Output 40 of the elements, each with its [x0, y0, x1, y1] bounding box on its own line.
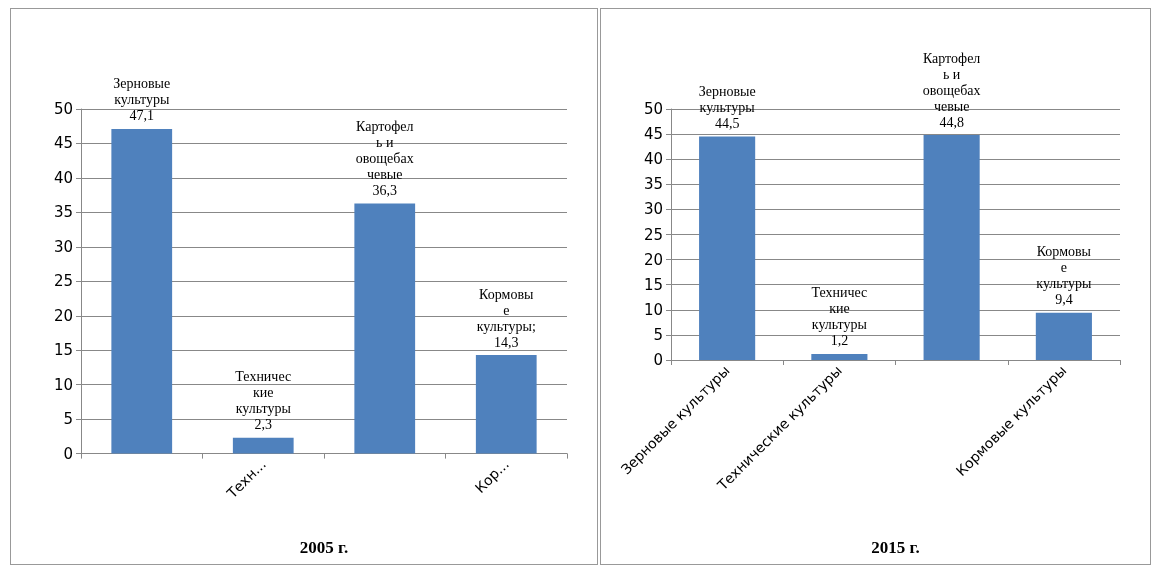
data-label: Картофел ь и овощебах чевые 36,3 [355, 118, 414, 198]
data-label: Кормовы е культуры 9,4 [1036, 244, 1093, 308]
y-tick-label: 50 [53, 100, 73, 118]
bar [811, 353, 868, 360]
y-tick-label: 30 [643, 200, 663, 219]
y-tick-label: 15 [643, 275, 663, 294]
y-tick-label: 30 [53, 237, 73, 256]
y-tick-label: 25 [643, 225, 663, 244]
y-tick-label: 25 [53, 272, 73, 291]
bar [475, 355, 537, 454]
y-tick-label: 15 [53, 341, 73, 360]
x-axis-title: 2015 г. [871, 538, 920, 557]
y-tick-label: 10 [643, 300, 663, 319]
data-label: Картофел ь и овощебах чевые 44,8 [922, 50, 981, 130]
data-label: Техничес кие культуры 2,3 [235, 369, 292, 433]
data-label: Зерновые культуры 44,5 [698, 84, 756, 132]
y-tick-label: 35 [53, 203, 73, 222]
bar [699, 136, 756, 360]
data-label: Кормовы е культуры; 14,3 [476, 286, 536, 350]
y-tick-label: 0 [653, 351, 663, 369]
y-tick-label: 20 [53, 306, 73, 325]
y-tick-label: 5 [653, 325, 663, 344]
bar [923, 135, 980, 360]
y-tick-label: 0 [63, 444, 73, 463]
bar [1035, 312, 1092, 360]
data-label: Техничес кие культуры 1,2 [811, 285, 868, 349]
y-tick-label: 40 [643, 150, 663, 169]
y-tick-label: 45 [643, 125, 663, 144]
bar [111, 128, 173, 454]
bar [354, 203, 416, 454]
data-label: Зерновые культуры 47,1 [113, 76, 171, 124]
bar [232, 437, 294, 454]
y-tick-label: 45 [53, 134, 73, 153]
y-tick-label: 5 [63, 410, 73, 429]
x-axis-title: 2005 г. [299, 538, 349, 557]
y-tick-label: 50 [643, 100, 663, 118]
y-tick-label: 20 [643, 250, 663, 269]
y-tick-label: 10 [53, 375, 73, 394]
y-tick-label: 35 [643, 175, 663, 194]
y-tick-label: 40 [53, 168, 73, 187]
